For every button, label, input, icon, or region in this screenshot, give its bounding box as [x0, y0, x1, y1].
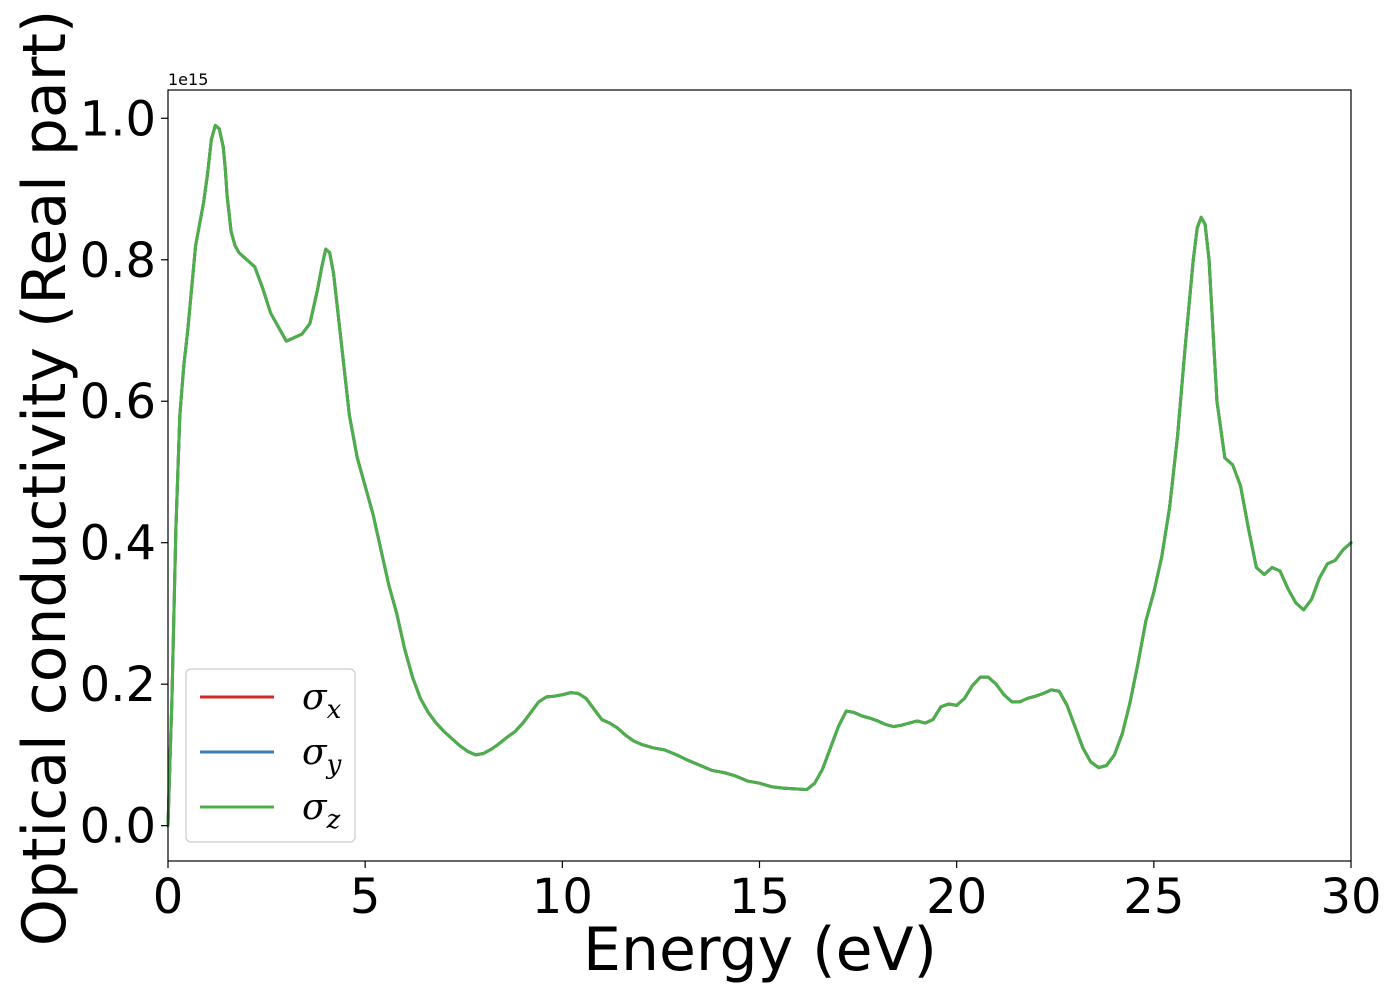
legend-label-z: σz — [302, 787, 341, 835]
y-tick-label: 1.0 — [80, 91, 156, 147]
x-axis-label: Energy (eV) — [583, 915, 937, 985]
y-offset-label: 1e15 — [168, 70, 208, 89]
legend-box — [185, 668, 356, 843]
x-tick-label: 5 — [350, 869, 381, 925]
y-tick-label: 0.2 — [80, 657, 156, 713]
series-layer — [166, 123, 1353, 828]
y-tick-label: 0.0 — [80, 799, 156, 855]
y-axis-ticks: 0.0 0.2 0.4 0.6 0.8 1.0 — [80, 91, 168, 855]
series-line-z — [166, 123, 1353, 828]
legend: σx σy σz — [185, 668, 356, 843]
y-tick-label: 0.8 — [80, 233, 156, 289]
legend-label-y: σy — [302, 732, 342, 780]
x-tick-label: 20 — [926, 869, 987, 925]
x-tick-label: 10 — [532, 869, 593, 925]
y-tick-label: 0.4 — [80, 516, 156, 572]
x-tick-label: 30 — [1320, 869, 1381, 925]
x-axis-ticks: 0 5 10 15 20 25 30 — [153, 861, 1382, 925]
x-tick-label: 25 — [1123, 869, 1184, 925]
x-tick-label: 15 — [729, 869, 790, 925]
y-tick-label: 0.6 — [80, 374, 156, 430]
legend-label-x: σx — [302, 677, 342, 725]
y-axis-label: Optical conductivity (Real part) — [10, 10, 80, 947]
x-tick-label: 0 — [153, 869, 184, 925]
